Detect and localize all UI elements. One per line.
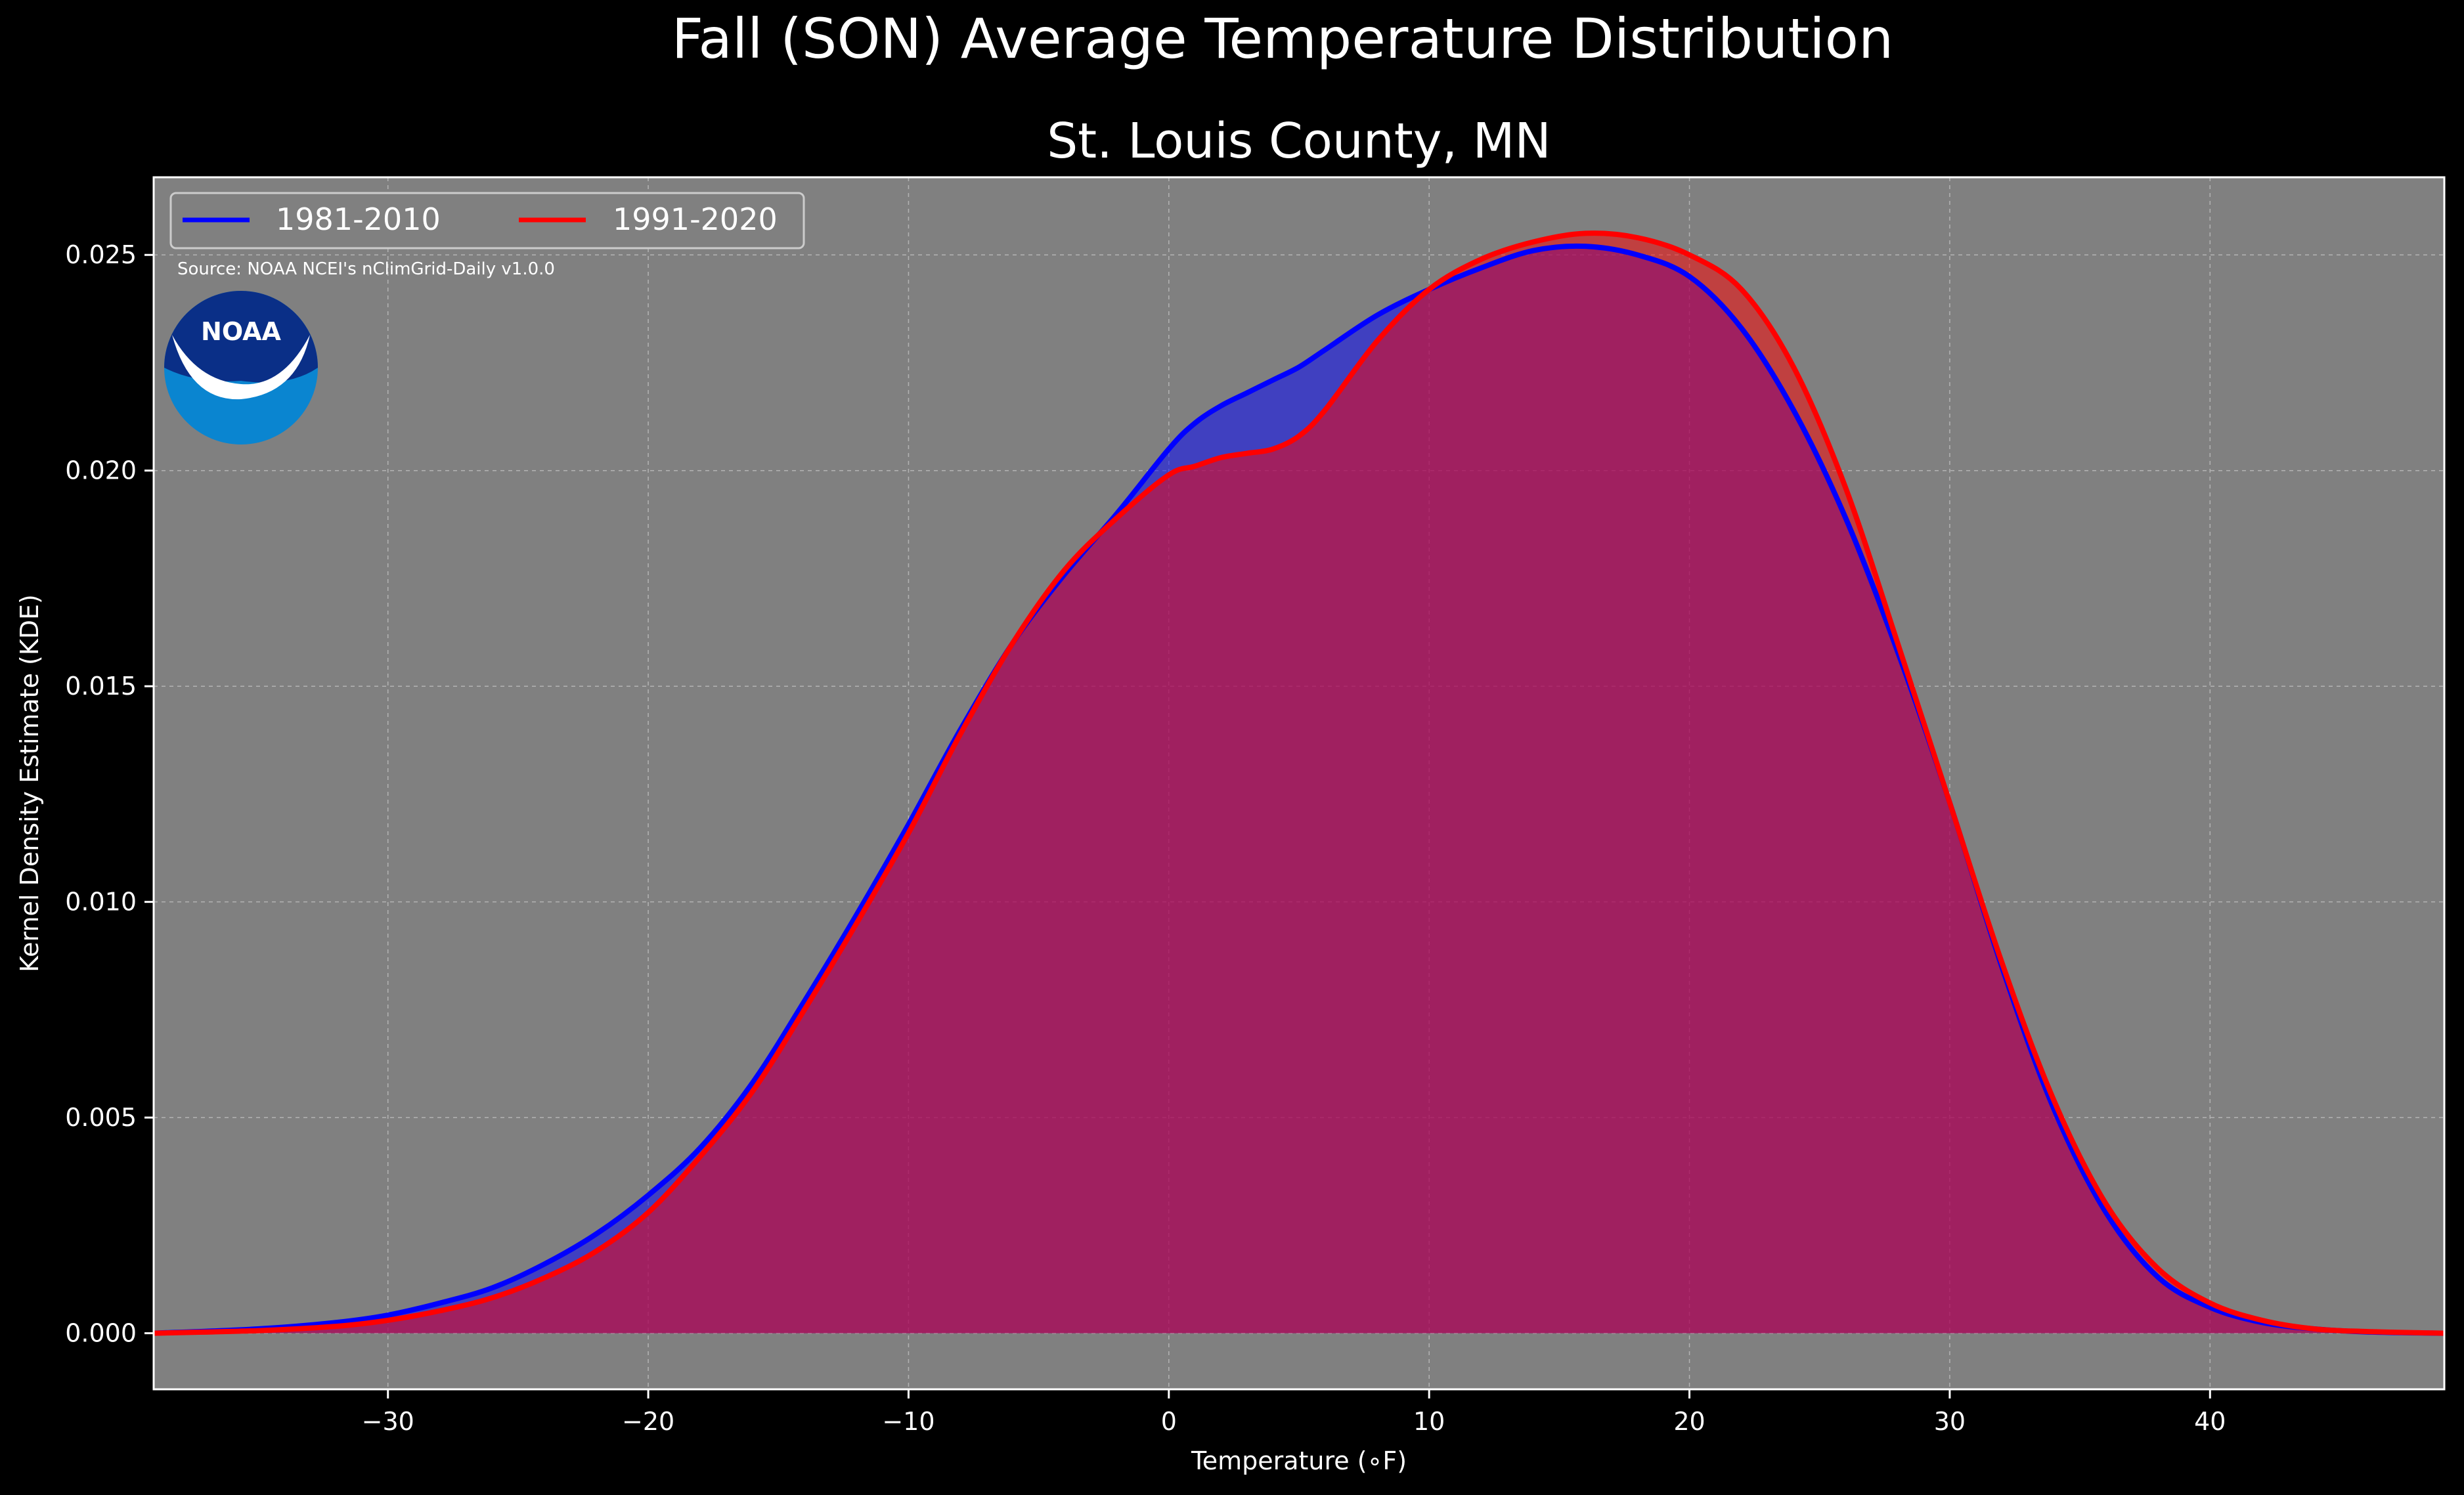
y-tick-label: 0.025 [65,240,137,269]
y-tick-label: 0.015 [65,672,137,701]
legend: 1981-2010 1991-2020 [169,192,805,249]
noaa-logo-text: NOAA [201,317,281,346]
x-axis-label: Temperature (∘F) [1191,1446,1407,1475]
x-tick-label: 30 [1934,1407,1966,1436]
legend-label-1981-2010: 1981-2010 [276,202,441,237]
axis-ticks: −30 −20 −10 0 10 20 30 40 0.000 0.005 0.010 0.015 0.… [65,240,2226,1436]
chart-title: St. Louis County, MN [1047,113,1551,169]
legend-label-1991-2020: 1991-2020 [613,202,778,237]
x-tick-label: 10 [1413,1407,1445,1436]
x-tick-label: −10 [882,1407,935,1436]
x-tick-label: −30 [362,1407,414,1436]
y-tick-label: 0.010 [65,888,137,917]
legend-box [169,192,805,249]
series-lines [153,230,2445,1336]
source-note: Source: NOAA NCEI's nClimGrid-Daily v1.0… [177,259,555,279]
plot-frame [152,176,2446,1391]
series-line-1991-2020 [153,230,2445,1336]
y-tick-label: 0.000 [65,1319,137,1348]
y-axis-label: Kernel Density Estimate (KDE) [15,594,44,972]
x-tick-label: −20 [622,1407,674,1436]
series-fills [154,233,2444,1333]
x-tick-label: 0 [1161,1407,1177,1436]
series-fill-1991-2020 [154,233,2444,1333]
noaa-logo: NOAA [164,291,318,444]
y-tick-label: 0.005 [65,1103,137,1132]
x-tick-label: 20 [1673,1407,1705,1436]
x-tick-label: 40 [2194,1407,2226,1436]
y-tick-label: 0.020 [65,456,137,485]
chart-suptitle: Fall (SON) Average Temperature Distribut… [672,7,1893,71]
